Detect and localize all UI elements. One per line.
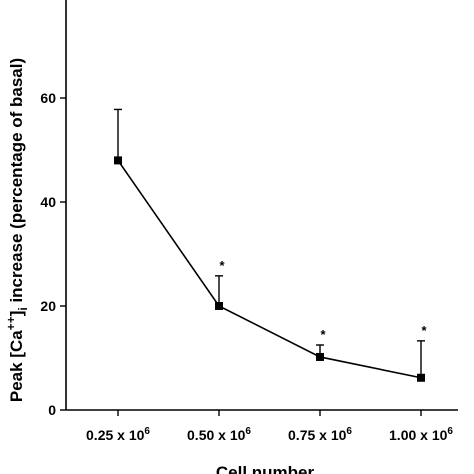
- y-tick-label: 0: [48, 402, 56, 418]
- data-point: [215, 302, 223, 310]
- data-point: [114, 156, 122, 165]
- x-tick-label: 0.50 x 106: [187, 426, 251, 443]
- series-line: [117, 159, 422, 379]
- y-axis-title: Peak [Ca++]i increase (percentage of bas…: [4, 58, 30, 402]
- x-tick-label: 0.25 x 106: [86, 426, 150, 443]
- chart-axes: [65, 0, 458, 411]
- x-axis-title: Cell number: [216, 463, 315, 474]
- x-axis-ticks: 0.25 x 106 0.50 x 106 0.75 x 106 1.00 x 106: [86, 410, 453, 443]
- y-tick-label: 60: [40, 90, 56, 106]
- x-tick-label: 0.75 x 106: [288, 426, 352, 443]
- x-tick-label: 1.00 x 106: [389, 426, 453, 443]
- y-tick-label: 20: [40, 298, 56, 314]
- data-point: [417, 373, 425, 382]
- plot-area: * * *: [114, 108, 427, 382]
- significance-marker: *: [320, 327, 326, 342]
- data-point: [316, 352, 324, 361]
- significance-marker: *: [421, 323, 427, 338]
- y-axis-ticks: 0 20 40 60: [40, 90, 66, 418]
- significance-marker: *: [219, 258, 225, 273]
- y-tick-label: 40: [40, 194, 56, 210]
